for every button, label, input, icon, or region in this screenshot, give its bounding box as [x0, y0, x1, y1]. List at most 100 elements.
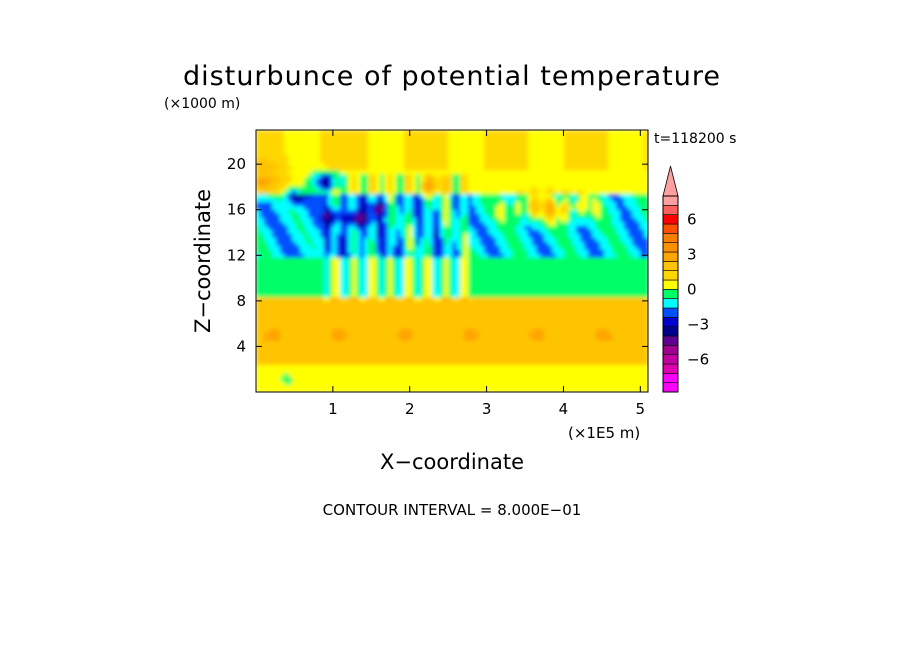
contour-cell — [300, 189, 305, 195]
contour-cell — [512, 312, 517, 318]
contour-cell — [348, 364, 353, 369]
contour-cell — [488, 181, 493, 187]
contour-cell — [360, 161, 365, 167]
contour-cell — [484, 245, 489, 250]
contour-cell — [304, 280, 309, 286]
contour-cell — [524, 177, 529, 183]
contour-cell — [284, 384, 289, 389]
contour-cell — [428, 261, 433, 266]
contour-cell — [260, 272, 265, 278]
contour-cell — [548, 336, 553, 341]
contour-cell — [484, 300, 489, 306]
contour-cell — [384, 249, 389, 254]
contour-cell — [292, 229, 297, 234]
contour-cell — [360, 296, 365, 302]
contour-cell — [312, 368, 317, 373]
contour-cell — [260, 344, 265, 349]
contour-cell — [388, 276, 393, 282]
contour-cell — [404, 272, 409, 278]
contour-cell — [400, 268, 405, 274]
contour-cell — [460, 320, 465, 326]
contour-cell — [268, 213, 273, 218]
contour-cell — [280, 177, 285, 183]
contour-cell — [520, 257, 525, 262]
contour-cell — [348, 360, 353, 365]
contour-cell — [384, 268, 389, 274]
contour-cell — [408, 380, 413, 385]
contour-cell — [304, 245, 309, 250]
contour-cell — [552, 233, 557, 238]
contour-cell — [476, 368, 481, 373]
contour-cell — [520, 336, 525, 341]
contour-cell — [436, 241, 441, 246]
contour-cell — [520, 181, 525, 187]
contour-cell — [548, 245, 553, 250]
contour-cell — [404, 201, 409, 207]
contour-cell — [296, 380, 301, 385]
contour-cell — [368, 173, 373, 179]
contour-cell — [364, 288, 369, 294]
contour-cell — [396, 241, 401, 246]
contour-cell — [512, 153, 517, 159]
contour-cell — [260, 288, 265, 294]
contour-cell — [360, 368, 365, 373]
contour-cell — [440, 261, 445, 266]
contour-cell — [516, 340, 521, 345]
contour-cell — [504, 205, 509, 210]
contour-cell — [444, 165, 449, 171]
contour-cell — [460, 360, 465, 365]
contour-cell — [464, 308, 469, 314]
contour-cell — [256, 384, 261, 389]
contour-cell — [504, 304, 509, 310]
contour-cell — [324, 245, 329, 250]
contour-cell — [280, 264, 285, 270]
contour-cell — [440, 169, 445, 175]
contour-cell — [444, 205, 449, 210]
contour-cell — [372, 384, 377, 389]
contour-cell — [496, 137, 501, 143]
contour-cell — [372, 284, 377, 290]
contour-cell — [408, 181, 413, 187]
contour-cell — [416, 272, 421, 278]
contour-cell — [312, 133, 317, 139]
contour-cell — [496, 153, 501, 159]
contour-cell — [260, 197, 265, 203]
contour-cell — [528, 368, 533, 373]
contour-cell — [332, 189, 337, 195]
contour-cell — [508, 241, 513, 246]
contour-cell — [356, 165, 361, 171]
contour-cell — [472, 344, 477, 349]
contour-cell — [416, 372, 421, 377]
contour-cell — [500, 352, 505, 357]
contour-cell — [312, 280, 317, 286]
contour-cell — [260, 284, 265, 290]
contour-cell — [372, 364, 377, 369]
contour-cell — [536, 241, 541, 246]
contour-cell — [396, 197, 401, 203]
contour-cell — [388, 272, 393, 278]
contour-cell — [436, 177, 441, 183]
contour-cell — [372, 352, 377, 357]
contour-cell — [492, 332, 497, 338]
contour-cell — [344, 189, 349, 195]
contour-cell — [456, 340, 461, 345]
contour-cell — [312, 229, 317, 234]
contour-cell — [412, 165, 417, 171]
contour-cell — [548, 177, 553, 183]
contour-cell — [352, 141, 357, 147]
contour-cell — [300, 376, 305, 381]
contour-cell — [320, 304, 325, 310]
contour-cell — [540, 384, 545, 389]
contour-cell — [500, 368, 505, 373]
contour-cell — [352, 201, 357, 207]
contour-cell — [256, 292, 261, 298]
contour-cell — [432, 181, 437, 187]
contour-cell — [276, 173, 281, 179]
contour-cell — [548, 205, 553, 210]
contour-cell — [316, 237, 321, 242]
contour-cell — [296, 304, 301, 310]
contour-cell — [520, 264, 525, 270]
contour-cell — [512, 249, 517, 254]
contour-cell — [276, 141, 281, 147]
contour-cell — [276, 372, 281, 377]
